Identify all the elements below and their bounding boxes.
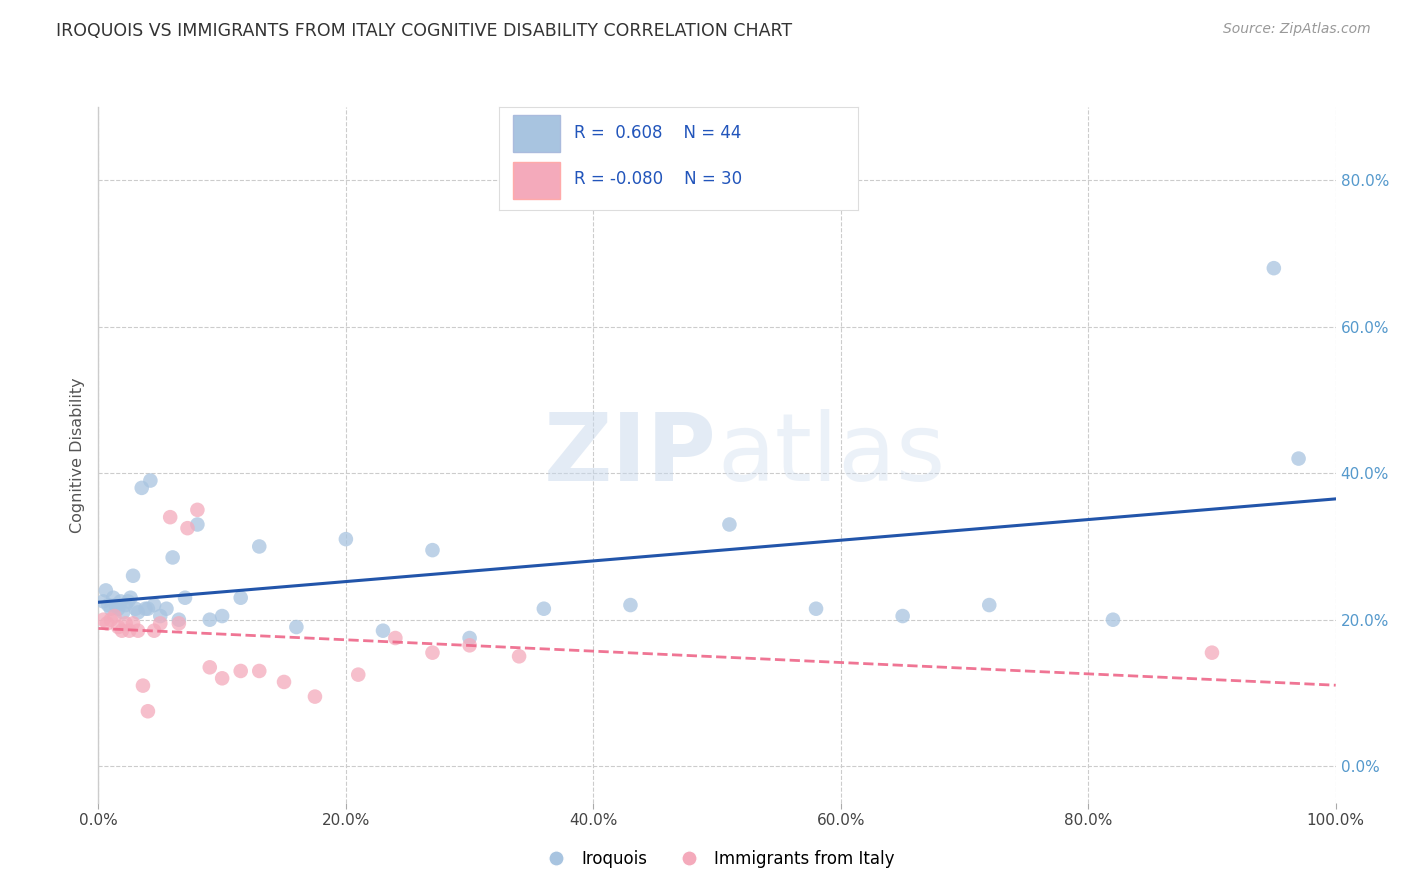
Point (619, 598, 641, 612)
Text: IROQUOIS VS IMMIGRANTS FROM ITALY COGNITIVE DISABILITY CORRELATION CHART: IROQUOIS VS IMMIGRANTS FROM ITALY COGNIT… (56, 22, 793, 40)
Point (127, 624, 149, 638)
Point (143, 624, 166, 638)
Point (422, 543, 444, 558)
Text: R = -0.080    N = 30: R = -0.080 N = 30 (575, 170, 742, 188)
Point (114, 598, 136, 612)
Point (155, 601, 177, 615)
Point (120, 591, 142, 605)
Point (371, 624, 394, 638)
Point (1201, 646, 1223, 660)
Point (979, 598, 1001, 612)
Point (96, 616, 118, 631)
Y-axis label: Cognitive Disability: Cognitive Disability (70, 377, 86, 533)
Point (458, 631, 481, 645)
Legend: Iroquois, Immigrants from Italy: Iroquois, Immigrants from Italy (533, 843, 901, 874)
Point (149, 609, 172, 624)
Point (124, 601, 146, 615)
Point (804, 601, 827, 615)
Point (110, 594, 132, 608)
Point (134, 601, 156, 615)
Point (93, 613, 115, 627)
Point (176, 521, 198, 535)
Text: Source: ZipAtlas.com: Source: ZipAtlas.com (1223, 22, 1371, 37)
Point (107, 601, 129, 615)
Point (94, 583, 117, 598)
Point (247, 664, 270, 678)
Point (139, 474, 162, 488)
Point (285, 620, 308, 634)
Point (136, 601, 159, 615)
Point (100, 601, 122, 615)
Point (508, 649, 530, 664)
Point (384, 631, 406, 645)
Point (174, 591, 197, 605)
Point (211, 609, 233, 624)
Point (143, 598, 166, 612)
FancyBboxPatch shape (513, 115, 560, 153)
Point (104, 598, 127, 612)
Point (347, 667, 370, 681)
Point (167, 616, 190, 631)
Point (159, 510, 181, 524)
Point (117, 594, 139, 608)
FancyBboxPatch shape (513, 162, 560, 199)
Point (304, 690, 326, 704)
Point (127, 606, 149, 620)
Point (533, 601, 555, 615)
Point (229, 591, 252, 605)
Point (93, 594, 115, 608)
Point (97, 598, 120, 612)
Point (136, 704, 159, 718)
Point (211, 671, 233, 685)
Point (114, 616, 136, 631)
Point (112, 606, 135, 620)
Point (111, 624, 134, 638)
Point (1102, 613, 1125, 627)
Point (122, 568, 145, 582)
Point (198, 660, 221, 674)
Point (149, 616, 172, 631)
Point (131, 481, 153, 495)
Point (103, 609, 125, 624)
Point (162, 550, 184, 565)
Point (118, 624, 141, 638)
Point (229, 664, 252, 678)
Point (167, 613, 190, 627)
Point (132, 679, 155, 693)
Point (100, 613, 122, 627)
Point (458, 638, 481, 652)
Point (103, 591, 125, 605)
Point (422, 646, 444, 660)
Text: atlas: atlas (717, 409, 945, 501)
Text: R =  0.608    N = 44: R = 0.608 N = 44 (575, 124, 742, 142)
Text: ZIP: ZIP (544, 409, 717, 501)
Point (1288, 451, 1310, 466)
Point (273, 675, 295, 690)
Point (335, 532, 357, 546)
Point (107, 620, 129, 634)
Point (247, 540, 270, 554)
Point (891, 609, 914, 624)
Point (198, 613, 221, 627)
Point (718, 517, 741, 532)
Point (186, 517, 208, 532)
Point (1263, 261, 1285, 276)
Point (122, 616, 145, 631)
Point (186, 503, 208, 517)
